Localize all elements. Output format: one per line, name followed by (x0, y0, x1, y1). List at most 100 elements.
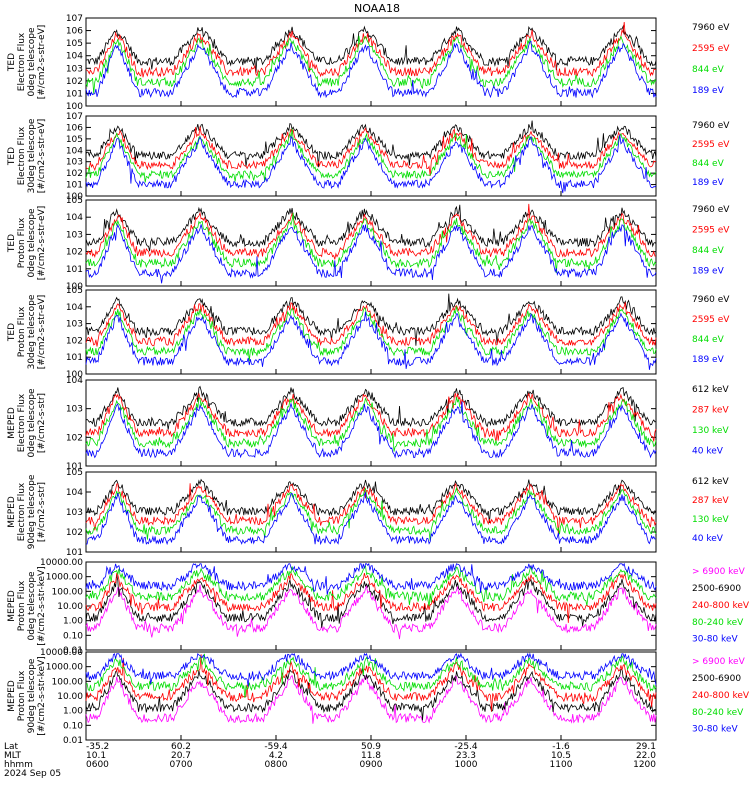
series-red-trace (85, 392, 657, 443)
y-axis-label: Electron Flux (17, 32, 27, 91)
legend-entry: 844 eV (692, 65, 725, 75)
series-magenta-trace (85, 675, 657, 724)
footer-value: 1200 (633, 760, 656, 770)
footer-value: 11.8 (361, 751, 381, 761)
y-tick-label: 103 (66, 158, 83, 168)
y-axis-label: MEPED (7, 680, 17, 712)
y-axis-label: Electron Flux (17, 482, 27, 541)
y-tick-label: 0.01 (63, 736, 83, 746)
y-axis-label: 0deg telescope (27, 27, 37, 97)
panel-frame (85, 471, 657, 553)
y-axis-label: MEPED (7, 496, 17, 528)
y-tick-label: 103 (66, 230, 83, 240)
footer-value: 10.1 (86, 751, 106, 761)
panel-ted-p-0: 100 101 102 103 104 105 TED Proton Flux 0deg tel… (7, 196, 730, 292)
y-tick-label: 102 (66, 77, 83, 87)
legend-entry: 189 eV (692, 178, 725, 188)
series-red-trace (85, 654, 657, 712)
y-tick-label: 100 (66, 370, 83, 380)
y-axis-label: Electron Flux (17, 393, 27, 452)
footer-value: 50.9 (361, 742, 381, 752)
y-tick-label: 10.00 (57, 602, 83, 612)
legend-entry: 30-80 keV (692, 725, 738, 735)
legend-entry: 240-800 keV (692, 691, 750, 701)
y-tick-label: 100 (66, 282, 83, 292)
legend-entry: 80-240 keV (692, 708, 744, 718)
legend-entry: 7960 eV (692, 23, 730, 33)
y-tick-label: 103 (66, 508, 83, 518)
footer-value: 29.1 (636, 742, 656, 752)
series-blue-trace (85, 491, 657, 546)
y-axis-label: 0deg telescope (27, 388, 37, 458)
y-axis-label: [#/cm2-s-str-eV] (37, 119, 47, 194)
y-tick-label: 1.00 (63, 617, 83, 627)
footer-value: 60.2 (171, 742, 191, 752)
series-blue-trace (85, 652, 657, 687)
y-tick-label: 10000.00 (40, 648, 83, 658)
panel-meped-e-90: 101 102 103 104 105 MEPED Electron Flux 90deg t… (7, 468, 729, 558)
footer-value: -25.4 (454, 742, 478, 752)
legend-entry: 844 eV (692, 246, 725, 256)
y-tick-label: 0.10 (63, 721, 83, 731)
y-axis-label: 0deg telescope (27, 571, 37, 641)
legend-entry: 189 eV (692, 266, 725, 276)
legend-entry: 130 keV (692, 515, 729, 525)
legend-entry: 612 keV (692, 477, 729, 487)
y-tick-label: 104 (66, 52, 83, 62)
legend-entry: 30-80 keV (692, 635, 738, 645)
y-tick-label: 104 (66, 488, 83, 498)
footer-value: 4.2 (269, 751, 283, 761)
y-axis-label: 30deg telescope (27, 118, 37, 193)
legend-entry: 287 keV (692, 496, 729, 506)
y-tick-label: 101 (66, 462, 83, 472)
y-axis-label: TED (7, 323, 17, 342)
y-axis-label: [#/cm2-s-str] (37, 482, 47, 542)
series-blue-trace (85, 40, 657, 99)
legend-entry: 40 keV (692, 446, 724, 456)
y-tick-label: 106 (66, 27, 83, 37)
legend-entry: 7960 eV (692, 295, 730, 305)
legend-entry: 2595 eV (692, 315, 730, 325)
footer-value: 23.3 (456, 751, 476, 761)
y-axis-label: Proton Flux (17, 580, 27, 631)
y-tick-label: 101 (66, 89, 83, 99)
y-axis-label: [#/cm2-s-str-eV] (37, 25, 47, 100)
series-black-trace (85, 574, 657, 628)
legend-entry: 844 eV (692, 159, 725, 169)
y-tick-label: 102 (66, 336, 83, 346)
panel-ted-e-0: 100 101 102 103 104 105 106 107 TED Electron Flux… (7, 14, 730, 112)
footer-value: 10.5 (551, 751, 571, 761)
legend-entry: 189 eV (692, 355, 725, 365)
series-black-trace (85, 120, 657, 168)
y-axis-label: [#/cm2-s-str-keV] (37, 656, 47, 735)
y-tick-label: 102 (66, 169, 83, 179)
y-tick-label: 100 (66, 192, 83, 202)
y-tick-label: 104 (66, 213, 83, 223)
series-black-trace (85, 293, 657, 346)
series-blue-trace (85, 223, 657, 284)
series-magenta-trace (85, 584, 657, 640)
y-tick-label: 105 (66, 39, 83, 49)
y-tick-label: 10000.00 (40, 558, 83, 568)
series-green-trace (85, 212, 657, 273)
series-black-trace (85, 668, 656, 721)
legend-entry: 130 keV (692, 426, 729, 436)
y-axis-label: [#/cm2-s-str] (37, 393, 47, 453)
footer-value: 1000 (455, 760, 478, 770)
y-tick-label: 107 (66, 112, 83, 122)
y-axis-label: MEPED (7, 590, 17, 622)
legend-entry: 240-800 keV (692, 601, 750, 611)
y-axis-label: Proton Flux (17, 217, 27, 268)
y-axis-label: [#/cm2-s-str-keV] (37, 566, 47, 645)
series-green-trace (85, 653, 657, 699)
y-tick-label: 103 (66, 320, 83, 330)
legend-entry: 2595 eV (692, 44, 730, 54)
legend-entry: 80-240 keV (692, 618, 744, 628)
legend-entry: > 6900 keV (692, 657, 746, 667)
legend-entry: 844 eV (692, 335, 725, 345)
series-green-trace (85, 397, 657, 452)
series-red-trace (85, 571, 657, 623)
y-axis-label: 90deg telescope (27, 658, 37, 733)
footer-value: 1100 (550, 760, 573, 770)
series-blue-trace (85, 401, 657, 459)
